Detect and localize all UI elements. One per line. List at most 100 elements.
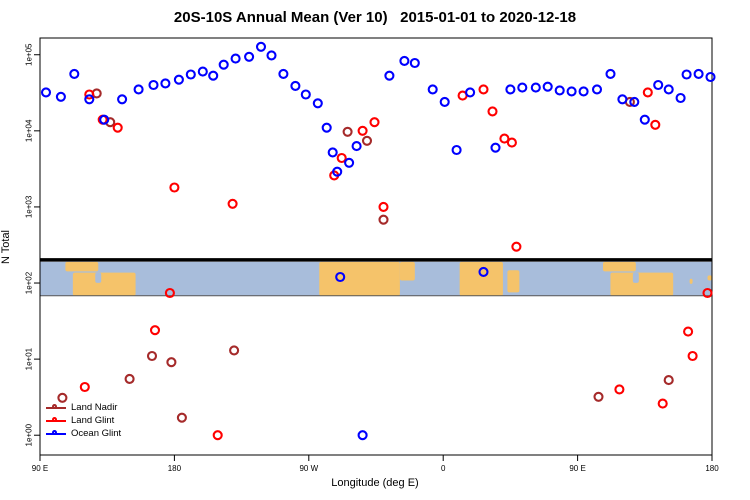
data-point-land-glint [112,122,123,133]
data-point-land-nadir [176,412,187,423]
data-point-ocean-glint [663,84,674,95]
data-point-land-glint [650,119,661,130]
data-point-ocean-glint [439,96,450,107]
data-point-ocean-glint [208,70,219,81]
data-point-ocean-glint [399,55,410,66]
x-tick-label: 0 [441,464,446,473]
x-tick-label: 90 E [569,464,585,473]
data-point-land-glint [164,287,175,299]
map-strip-land-africa [459,261,503,296]
map-strip-land-australia-north-2 [610,272,674,296]
data-point-ocean-glint [173,74,184,85]
data-point-ocean-glint [384,70,395,81]
data-point-ocean-glint [99,114,110,125]
data-point-ocean-glint [591,84,603,95]
data-point-land-glint [336,152,347,164]
circle-marker-icon [52,416,57,422]
data-point-land-glint [212,430,223,441]
data-point-land-glint [657,398,668,409]
legend-label: Ocean Glint [71,428,122,439]
data-point-ocean-glint [290,80,301,91]
map-strip-land-gulf-of-carpentaria-2 [632,272,639,283]
data-point-land-glint [227,198,238,209]
legend-label: Land Nadir [71,402,118,413]
legend-marker [46,403,66,413]
map-strip-land-madagascar [507,270,520,293]
data-point-ocean-glint [653,79,664,91]
data-point-ocean-glint [332,166,343,177]
data-point-land-glint [169,182,180,193]
data-point-ocean-glint [327,147,338,158]
data-point-ocean-glint [629,96,640,107]
map-strip-land-fiji [707,275,712,281]
data-point-ocean-glint [530,82,541,93]
data-point-ocean-glint [69,68,80,79]
legend-marker [46,416,66,426]
map-strip-land-australia-north [72,272,136,296]
data-point-land-glint [506,137,517,148]
legend-item-land-glint: Land Glint [46,414,121,427]
data-point-land-glint [357,125,368,136]
data-point-ocean-glint [681,69,692,80]
data-point-land-nadir [361,135,373,146]
x-axis-title: Longitude (deg E) [331,477,419,489]
data-point-ocean-glint [639,114,650,125]
data-point-ocean-glint [542,81,553,92]
data-point-ocean-glint [244,51,255,62]
data-point-land-glint [683,326,694,337]
data-point-land-glint [378,201,389,212]
data-point-land-glint [614,384,625,395]
data-point-land-nadir [166,357,177,368]
data-point-ocean-glint [357,430,368,441]
data-point-ocean-glint [675,92,686,104]
series-ocean-glint [40,41,716,441]
data-point-land-glint [478,84,489,95]
x-tick-label: 90 W [299,464,318,473]
data-point-ocean-glint [335,271,346,283]
data-point-ocean-glint [197,66,208,77]
data-point-ocean-glint [40,87,52,98]
data-point-ocean-glint [490,142,501,153]
data-point-ocean-glint [617,94,628,105]
data-point-ocean-glint [266,50,277,61]
data-point-land-glint [499,133,510,144]
data-point-land-glint [687,350,698,362]
plot-border [39,37,713,456]
data-point-ocean-glint [55,91,66,102]
y-tick-label: 1e+04 [25,119,34,142]
data-point-land-nadir [57,392,68,403]
map-strip-land-timor-islands-2 [602,261,636,272]
data-point-land-nadir [124,373,135,384]
map-strip-land-new-caledonia [689,278,693,284]
x-tick-label: 90 E [32,464,48,473]
legend-item-land-nadir: Land Nadir [46,401,121,414]
data-point-land-nadir [593,391,604,402]
y-axis-title: N Total [0,229,12,265]
data-point-land-nadir [663,375,674,386]
data-point-ocean-glint [517,82,528,93]
data-point-ocean-glint [160,78,171,89]
data-point-ocean-glint [84,94,95,105]
data-point-land-nadir [378,214,389,225]
data-point-ocean-glint [566,86,577,97]
data-point-ocean-glint [321,122,332,133]
map-strip-land-south-america-east [399,261,415,281]
data-point-land-glint [642,87,653,98]
data-point-ocean-glint [278,68,289,79]
data-point-land-nadir [342,126,353,137]
circle-marker-icon [52,403,57,409]
circle-marker-icon [52,429,57,435]
legend-marker [46,429,66,439]
data-point-land-glint [487,106,498,117]
data-point-ocean-glint [505,84,516,95]
data-point-ocean-glint [554,85,565,96]
data-point-ocean-glint [218,59,229,70]
data-point-ocean-glint [451,144,462,156]
data-point-ocean-glint [312,98,323,109]
y-tick-label: 1e+02 [25,271,34,294]
data-point-land-glint [79,381,90,393]
map-strip-land-gulf-of-carpentaria [95,272,102,283]
data-point-ocean-glint [409,57,420,69]
legend: Land Nadir Land Glint Ocean Glint [46,401,121,440]
